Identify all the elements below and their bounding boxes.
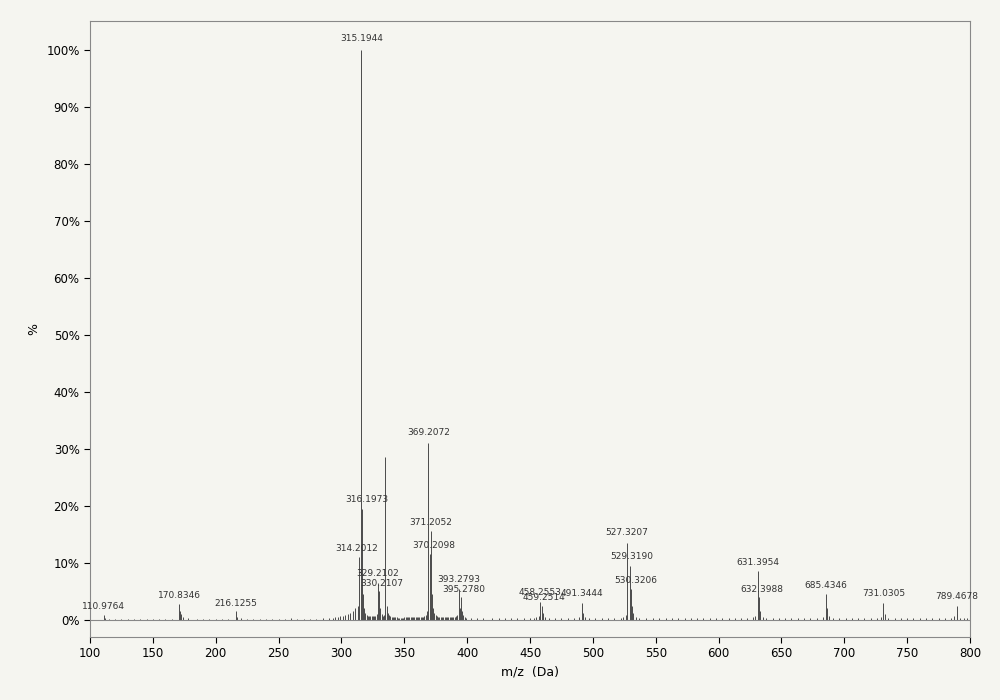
Text: 530.3206: 530.3206 <box>615 576 658 585</box>
Y-axis label: %: % <box>28 323 41 335</box>
Text: 685.4346: 685.4346 <box>805 581 847 589</box>
Text: 330.2107: 330.2107 <box>360 579 403 588</box>
Text: 216.1255: 216.1255 <box>215 599 257 608</box>
Text: 527.3207: 527.3207 <box>606 528 649 537</box>
Text: 110.9764: 110.9764 <box>82 602 125 611</box>
Text: 316.1973: 316.1973 <box>345 495 388 504</box>
Text: 369.2072: 369.2072 <box>407 428 450 437</box>
Text: 529.3190: 529.3190 <box>611 552 654 561</box>
Text: 393.2793: 393.2793 <box>437 575 480 584</box>
Text: 370.2098: 370.2098 <box>412 540 455 550</box>
Text: 315.1944: 315.1944 <box>340 34 383 43</box>
Text: 329.2102: 329.2102 <box>357 569 400 578</box>
Text: 458.2553: 458.2553 <box>519 588 562 597</box>
Text: 395.2780: 395.2780 <box>442 584 485 594</box>
Text: 459.2514: 459.2514 <box>523 593 566 602</box>
Text: 371.2052: 371.2052 <box>410 518 452 527</box>
Text: 491.3444: 491.3444 <box>561 589 603 598</box>
Text: 632.3988: 632.3988 <box>740 584 783 594</box>
Text: 314.2012: 314.2012 <box>335 544 378 552</box>
Text: 731.0305: 731.0305 <box>862 589 905 598</box>
Text: 631.3954: 631.3954 <box>737 558 780 567</box>
Text: 170.8346: 170.8346 <box>158 592 201 601</box>
X-axis label: m/z  (Da): m/z (Da) <box>501 666 559 679</box>
Text: 789.4678: 789.4678 <box>935 592 978 601</box>
